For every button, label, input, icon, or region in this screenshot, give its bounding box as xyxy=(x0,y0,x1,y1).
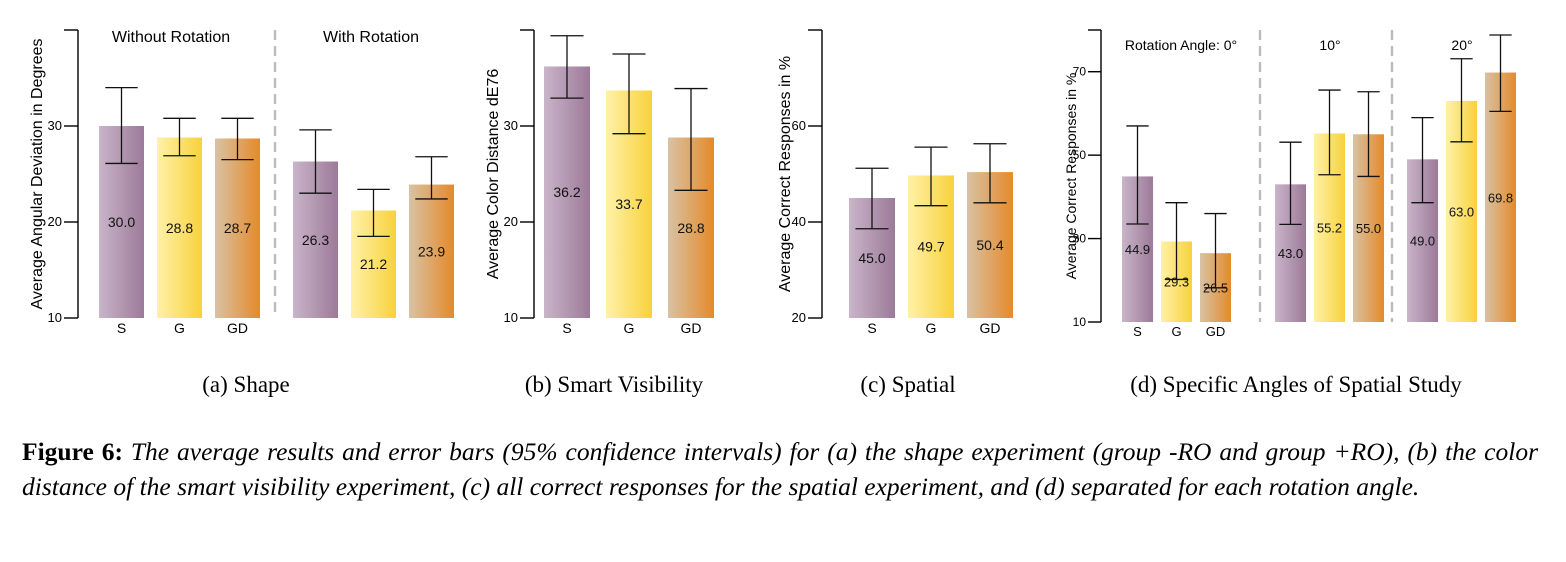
y-tick-label: 10 xyxy=(48,310,62,325)
data-label: 21.2 xyxy=(360,256,387,272)
category-label: S xyxy=(562,320,571,336)
y-tick-label: 10 xyxy=(1073,315,1087,329)
bar-GD xyxy=(409,184,454,318)
data-label: 50.4 xyxy=(976,237,1003,253)
bar-G xyxy=(157,137,202,318)
y-tick-label: 30 xyxy=(504,118,518,133)
data-label: 69.8 xyxy=(1488,190,1513,205)
bar-S xyxy=(544,66,590,318)
group-label: 20° xyxy=(1451,37,1472,53)
category-label: S xyxy=(117,320,126,336)
y-tick-label: 20 xyxy=(792,310,806,325)
data-label: 33.7 xyxy=(615,196,642,212)
category-label: GD xyxy=(1206,324,1226,339)
y-axis-title: Average Color Distance dE76 xyxy=(485,69,502,280)
y-tick-label: 40 xyxy=(792,214,806,229)
data-label: 36.2 xyxy=(553,184,580,200)
data-label: 44.9 xyxy=(1125,242,1150,257)
data-label: 49.7 xyxy=(917,239,944,255)
figure-caption: Figure 6: The average results and error … xyxy=(22,434,1538,504)
category-label: G xyxy=(624,320,635,336)
category-label: GD xyxy=(681,320,702,336)
subcaption: (b) Smart Visibility xyxy=(525,372,704,397)
data-label: 26.3 xyxy=(302,232,329,248)
y-axis-title: Average Correct Responses in % xyxy=(1063,73,1079,280)
y-tick-label: 30 xyxy=(48,118,62,133)
y-axis-title: Average Angular Deviation in Degrees xyxy=(29,39,46,310)
y-tick-label: 60 xyxy=(792,118,806,133)
bar-GD xyxy=(1485,72,1516,322)
group-label: Without Rotation xyxy=(112,29,230,46)
data-label: 43.0 xyxy=(1278,246,1303,261)
group-label: 10° xyxy=(1319,37,1340,53)
category-label: S xyxy=(867,320,876,336)
data-label: 29.3 xyxy=(1164,275,1189,290)
y-tick-label: 10 xyxy=(504,310,518,325)
data-label: 55.2 xyxy=(1317,221,1342,236)
group-label: Rotation Angle: 0° xyxy=(1125,37,1237,53)
data-label: 63.0 xyxy=(1449,204,1474,219)
bar-GD xyxy=(215,138,260,318)
y-axis-title: Average Correct Responses in % xyxy=(777,56,794,292)
y-tick-label: 70 xyxy=(1073,65,1087,79)
data-label: 23.9 xyxy=(418,243,445,259)
category-label: G xyxy=(1171,324,1181,339)
y-tick-label: 50 xyxy=(1073,148,1087,162)
caption-lead: Figure 6: xyxy=(22,437,123,466)
category-label: GD xyxy=(980,320,1001,336)
caption-body: The average results and error bars (95% … xyxy=(22,437,1539,501)
data-label: 28.7 xyxy=(224,220,251,236)
data-label: 26.5 xyxy=(1203,281,1228,296)
category-label: G xyxy=(926,320,937,336)
data-label: 45.0 xyxy=(858,250,885,266)
category-label: S xyxy=(1133,324,1142,339)
category-label: GD xyxy=(227,320,248,336)
subcaption: (d) Specific Angles of Spatial Study xyxy=(1130,372,1462,397)
subcaption: (a) Shape xyxy=(202,372,290,397)
data-label: 28.8 xyxy=(166,220,193,236)
subcaption: (c) Spatial xyxy=(860,372,955,397)
y-tick-label: 30 xyxy=(1073,232,1087,246)
group-label: With Rotation xyxy=(323,29,419,46)
data-label: 49.0 xyxy=(1410,234,1435,249)
data-label: 28.8 xyxy=(677,220,704,236)
data-label: 30.0 xyxy=(108,214,135,230)
category-label: G xyxy=(174,320,185,336)
data-label: 55.0 xyxy=(1356,221,1381,236)
y-tick-label: 20 xyxy=(48,214,62,229)
y-tick-label: 20 xyxy=(504,214,518,229)
